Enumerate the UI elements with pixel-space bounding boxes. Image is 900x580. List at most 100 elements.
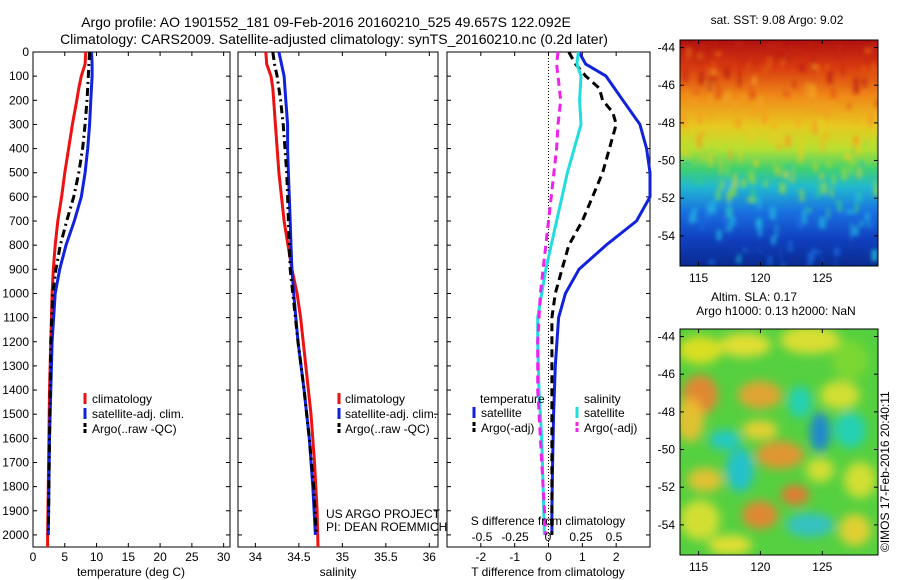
x-tick-label: 35.5 <box>374 550 398 564</box>
x-tick-label: 2 <box>613 550 620 564</box>
sst-texture-cell <box>844 153 851 160</box>
sst-texture-cell <box>685 152 691 157</box>
s-difference-label: S difference from climatology <box>471 514 626 528</box>
differences-series <box>536 51 652 535</box>
sst-texture-cell <box>805 82 809 98</box>
x-tick-label: 30 <box>217 550 231 564</box>
sst-texture-cell <box>851 137 854 145</box>
sst-texture-cell <box>733 257 737 266</box>
sst-texture-cell <box>845 208 851 214</box>
sla-anomaly-blob <box>834 412 866 448</box>
sst-texture-cell <box>735 118 741 128</box>
sst-texture-cell <box>707 76 712 92</box>
sst-texture-cell <box>821 138 824 153</box>
sla-heatmap <box>680 329 878 555</box>
map-y-tick-label: -46 <box>658 78 676 92</box>
sst-texture-cell <box>680 148 686 155</box>
sst-texture-cell <box>823 101 828 118</box>
y-tick-label: 1000 <box>2 286 29 300</box>
y-tick-label: 500 <box>9 166 29 180</box>
sst-texture-cell <box>755 219 763 226</box>
sst-texture-cell <box>767 57 772 69</box>
sst-map-title: sat. SST: 9.08 Argo: 9.02 <box>711 13 844 27</box>
panel-sla-map: Altim. SLA: 0.17 Argo h1000: 0.13 h2000:… <box>658 290 879 574</box>
salinity-y-ticks <box>238 51 438 536</box>
sst-texture-cell <box>691 98 696 109</box>
sst-texture-cell <box>836 200 842 206</box>
sst-texture-cell <box>750 188 756 204</box>
sst-texture-cell <box>864 47 872 54</box>
sst-texture-cell <box>779 183 786 194</box>
s-tick-label: -0.5 <box>472 530 493 544</box>
map-y-tick-label: -48 <box>658 405 676 419</box>
sst-texture-cell <box>870 63 878 80</box>
sst-map-y-ticks: -44 -46 -48 -50 -52 -54 <box>658 41 878 243</box>
series-line-satellite-adj-clim <box>46 51 94 535</box>
sst-texture-cell <box>802 209 807 225</box>
sst-texture-cell <box>709 152 713 168</box>
s-tick-label: 0.25 <box>569 530 593 544</box>
sst-texture-cell <box>716 229 722 241</box>
panel-temperature: 0100200300400500600700800900100011001200… <box>2 45 230 579</box>
sst-texture-cell <box>771 44 778 58</box>
sst-texture-cell <box>763 110 768 125</box>
temperature-x-ticks: 0 5 10 15 20 25 30 <box>30 52 231 564</box>
sst-texture-cell <box>712 40 715 49</box>
sst-texture-cell <box>747 197 754 202</box>
sst-texture-cell <box>867 221 870 228</box>
sst-texture-cell <box>768 256 773 266</box>
sst-heatmap <box>680 40 878 266</box>
sst-texture-cell <box>833 247 840 256</box>
sst-texture-cell <box>873 180 877 197</box>
sst-texture-cell <box>845 81 852 86</box>
sla-anomaly-blob <box>810 412 830 452</box>
sst-texture-cell <box>756 244 763 254</box>
legend-climatology-label: climatology <box>345 392 405 406</box>
sst-texture-cell <box>737 75 742 87</box>
sst-map-frame <box>679 39 879 267</box>
x-tick-label: 36 <box>423 550 437 564</box>
y-tick-label: 1400 <box>2 383 29 397</box>
sst-texture-cell <box>737 180 742 188</box>
sst-texture-cell <box>841 65 844 77</box>
series-line-argo-raw-qc <box>271 51 318 535</box>
sla-anomaly-blob <box>738 381 782 409</box>
sst-texture-cell <box>807 252 813 266</box>
pi-label: PI: DEAN ROEMMICH <box>326 520 447 534</box>
sst-texture-cell <box>776 143 782 149</box>
sst-texture-cell <box>753 159 759 167</box>
sst-texture-cell <box>686 90 689 102</box>
sst-texture-cell <box>703 82 706 90</box>
sla-anomaly-blob <box>839 514 871 546</box>
sst-texture-cell <box>738 67 741 77</box>
s-difference-ticks: -0.5 -0.25 0 0.25 0.5 <box>472 530 623 544</box>
map-y-tick-label: -52 <box>658 191 676 205</box>
sst-texture-cell <box>851 148 856 164</box>
sst-texture-cell <box>817 119 824 127</box>
x-tick-label: 0 <box>545 550 552 564</box>
sst-texture-cell <box>820 257 825 266</box>
y-tick-label: 1300 <box>2 359 29 373</box>
sst-map-x-ticks: 115 120 125 <box>689 40 833 285</box>
legend-temperature-header: temperature <box>480 392 545 406</box>
y-tick-label: 1900 <box>2 504 29 518</box>
sst-texture-cell <box>816 66 822 82</box>
differences-xlabel: T difference from climatology <box>471 565 625 579</box>
x-tick-label: 10 <box>90 550 104 564</box>
y-tick-label: 400 <box>9 142 29 156</box>
sst-texture-cell <box>699 216 704 230</box>
sst-texture-cell <box>771 235 776 245</box>
sst-texture-cell <box>696 134 702 149</box>
sst-texture-cell <box>852 136 859 144</box>
sst-texture-cell <box>748 171 755 182</box>
sst-texture-cell <box>748 128 752 145</box>
x-tick-label: 25 <box>185 550 199 564</box>
sst-texture-cell <box>820 173 824 180</box>
y-tick-label: 1200 <box>2 335 29 349</box>
sst-texture <box>680 40 878 266</box>
sst-texture-cell <box>788 240 793 253</box>
sst-texture-cell <box>739 254 742 266</box>
legend-s-argo-label: Argo(-adj) <box>584 421 637 435</box>
sst-texture-cell <box>830 87 836 98</box>
sst-texture-cell <box>775 224 778 238</box>
